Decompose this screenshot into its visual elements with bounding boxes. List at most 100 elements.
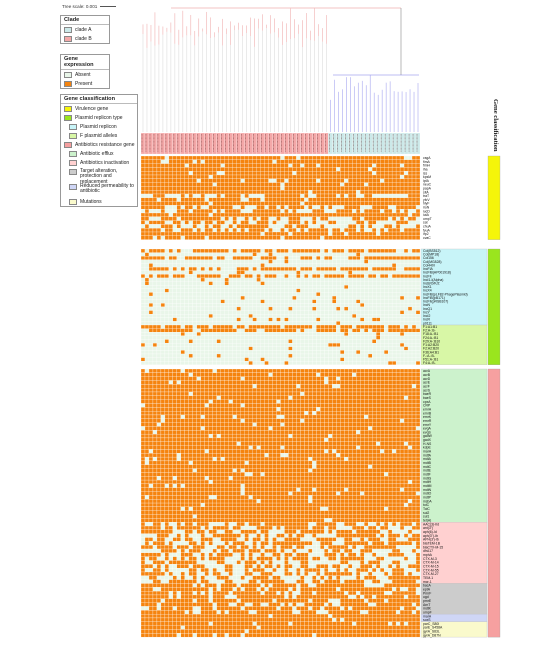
heatmap-cell [387, 346, 393, 351]
classification-legend-item: Antibiotics inactivation [61, 158, 137, 167]
heatmap-cell [184, 395, 189, 400]
heatmap-cell [415, 163, 421, 168]
heatmap-cell [292, 256, 297, 260]
heatmap-cell [236, 263, 241, 268]
heatmap-cell [144, 306, 150, 311]
heatmap-cell [268, 197, 273, 202]
heatmap-cell [308, 314, 313, 318]
heatmap-cell [312, 167, 317, 172]
heatmap-cell [144, 403, 150, 408]
heatmap-cell [391, 197, 397, 202]
heatmap-cell [300, 372, 305, 377]
heatmap-cell [216, 376, 221, 381]
heatmap-cell [376, 342, 381, 347]
heatmap-cell [232, 155, 237, 160]
gene-row-label: IncY [423, 310, 431, 314]
heatmap-cell [164, 339, 170, 344]
gene-row-label: IncFIB(AP001918) [423, 271, 451, 275]
heatmap-cell [288, 368, 293, 373]
heatmap-cell [368, 388, 373, 393]
heatmap-cell [248, 216, 253, 221]
heatmap-cell [196, 186, 201, 191]
heatmap-cell [384, 357, 389, 362]
heatmap-cell [188, 310, 193, 315]
heatmap-cell [184, 339, 189, 344]
heatmap-cell [308, 310, 313, 315]
heatmap-cell [224, 295, 229, 300]
heatmap-cell [328, 292, 333, 297]
heatmap-cell [240, 182, 245, 187]
heatmap-cell [380, 263, 385, 268]
heatmap-cell [320, 399, 325, 404]
heatmap-cell [308, 190, 313, 195]
heatmap-cell [264, 288, 269, 293]
heatmap-cell [184, 190, 189, 195]
heatmap-cell [368, 411, 373, 416]
heatmap-cell [168, 178, 174, 183]
heatmap-cell [188, 235, 193, 240]
heatmap-cell [200, 205, 205, 210]
heatmap-cell [188, 274, 193, 279]
heatmap-cell [152, 281, 158, 286]
heatmap-cell [204, 266, 209, 271]
heatmap-cell [248, 209, 253, 214]
heatmap-cell [316, 372, 321, 377]
heatmap-cell [372, 277, 377, 282]
heatmap-cell [308, 380, 313, 385]
heatmap-cell [316, 288, 321, 293]
heatmap-cell [411, 159, 417, 164]
heatmap-cell [272, 252, 277, 257]
heatmap-cell [288, 357, 293, 362]
heatmap-cell [296, 299, 301, 304]
heatmap-cell [395, 259, 401, 264]
heatmap-cell [399, 174, 405, 179]
heatmap-cell [292, 306, 297, 311]
heatmap-cell [240, 403, 245, 408]
heatmap-cell [220, 361, 225, 365]
heatmap-cell [280, 303, 285, 308]
heatmap-cell [204, 342, 209, 347]
heatmap-cell [415, 376, 421, 381]
heatmap-cell [368, 248, 373, 253]
heatmap-cell [320, 174, 325, 179]
heatmap-cell [140, 332, 146, 337]
heatmap-cell [180, 332, 185, 337]
heatmap-cell [300, 361, 305, 365]
heatmap-cell [264, 167, 269, 172]
heatmap-cell [288, 303, 293, 308]
heatmap-cell [352, 292, 357, 297]
heatmap-cell [164, 295, 170, 300]
heatmap-cell [220, 231, 225, 236]
heatmap-cell [228, 220, 233, 225]
heatmap-cell [200, 299, 205, 304]
heatmap-cell [148, 248, 154, 253]
heatmap-cell [336, 384, 341, 389]
heatmap-cell [140, 357, 146, 362]
heatmap-cell [200, 380, 205, 385]
heatmap-cell [188, 346, 193, 351]
heatmap-cell [312, 288, 317, 293]
heatmap-cell [304, 193, 309, 198]
heatmap-cell [352, 252, 357, 257]
heatmap-cell [380, 277, 385, 282]
heatmap-cell [236, 256, 241, 260]
heatmap-cell [268, 314, 273, 318]
heatmap-cell [216, 274, 221, 279]
heatmap-cell [268, 212, 273, 217]
heatmap-cell [272, 303, 277, 308]
heatmap-cell [296, 295, 301, 300]
heatmap-cell [228, 295, 233, 300]
heatmap-cell [296, 248, 301, 253]
heatmap-cell [172, 212, 177, 217]
heatmap-cell [344, 235, 349, 240]
heatmap-cell [160, 174, 166, 179]
heatmap-cell [156, 357, 162, 362]
heatmap-cell [316, 407, 321, 412]
heatmap-cell [228, 186, 233, 191]
heatmap-cell [256, 321, 261, 326]
heatmap-cell [376, 216, 381, 221]
heatmap-cell [284, 306, 289, 311]
heatmap-cell [395, 274, 401, 279]
clade-strip-cell [248, 132, 253, 155]
heatmap-cell [368, 303, 373, 308]
